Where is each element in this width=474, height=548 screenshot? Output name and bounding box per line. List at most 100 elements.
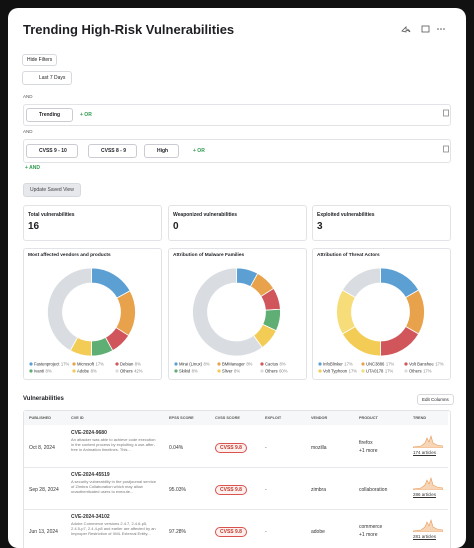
filter-chip[interactable]: Trending	[26, 108, 74, 122]
vendor: mozilla	[311, 445, 327, 451]
published: Oct 8, 2024	[29, 445, 55, 451]
legend-swatch	[318, 369, 322, 373]
cve-description: Adobe Commerce versions 2.4.7, 2.4.6-p5,…	[71, 521, 156, 537]
donut-segment	[341, 267, 381, 299]
exploit: -	[265, 529, 267, 535]
legend-value: 42%	[134, 369, 143, 374]
stat-label: Exploited vulnerabilities	[317, 212, 375, 218]
legend-swatch	[115, 369, 119, 373]
legend-swatch	[404, 362, 408, 366]
legend-value: 8%	[234, 369, 240, 374]
cve-id: CVE-2024-45519	[71, 472, 110, 478]
column-header: CVE ID	[71, 416, 84, 420]
legend-label: Volt Typhoon	[323, 369, 348, 374]
legend-value: 8%	[192, 369, 198, 374]
legend-label: Adobe	[77, 369, 90, 374]
exploit: -	[265, 487, 267, 493]
sparkline-area	[413, 434, 443, 448]
vendor: zimbra	[311, 487, 327, 493]
epss-score: 95.03%	[169, 487, 186, 493]
cvss-score: CVSS 9.8	[215, 485, 247, 495]
legend-value: 17%	[96, 362, 105, 367]
stat-card	[23, 205, 162, 241]
vendor: adobe	[311, 529, 325, 535]
legend-label: Fastenproject	[34, 362, 60, 367]
update-view-button[interactable]: Update Saved View	[23, 183, 81, 197]
exploit: -	[265, 445, 267, 451]
column-header: EXPLOIT	[265, 416, 282, 420]
header-icons	[401, 25, 445, 33]
legend-label: BMManager	[222, 362, 245, 367]
donut-segment	[115, 290, 136, 337]
add-or[interactable]: + OR	[193, 148, 205, 154]
legend-label: Cactus	[265, 362, 278, 367]
legend-value: 8%	[46, 369, 52, 374]
legend-label: UNC3886	[366, 362, 385, 367]
chart-title: Attribution of Threat Actors	[317, 253, 380, 258]
legend-value: 17%	[423, 369, 432, 374]
row-divider	[24, 467, 448, 468]
legend-value: 17%	[386, 362, 395, 367]
filter-chip[interactable]: CVSS 9 - 10	[26, 144, 78, 158]
published: Sep 28, 2024	[29, 487, 59, 493]
trend-sparkline	[413, 518, 443, 532]
legend-swatch	[260, 369, 264, 373]
legend-swatch	[115, 362, 119, 366]
legend-value: 17%	[385, 369, 394, 374]
row-divider	[24, 509, 448, 510]
trash-icons[interactable]	[442, 108, 450, 158]
stat-label: Total vulnerabilities	[28, 212, 75, 218]
legend-label: Others	[265, 369, 278, 374]
cvss-score: CVSS 9.8	[215, 527, 247, 537]
legend-value: 8%	[246, 362, 252, 367]
filter-chip[interactable]: High	[144, 144, 180, 158]
product-more: +1 more	[359, 532, 378, 538]
sparkline-area	[413, 518, 443, 532]
cve-id: CVE-2024-9680	[71, 430, 107, 436]
product-more: +1 more	[359, 448, 378, 454]
epss-score: 97.28%	[169, 529, 186, 535]
legend-swatch	[174, 362, 178, 366]
add-and[interactable]: + AND	[25, 165, 40, 171]
and-label: AND	[23, 129, 33, 134]
legend-value: 17%	[344, 362, 353, 367]
product: commerce	[359, 524, 383, 530]
legend-label: Volt Banshee	[409, 362, 434, 367]
legend-label: Microsoft	[77, 362, 95, 367]
legend-value: 8%	[91, 369, 97, 374]
legend-swatch	[361, 369, 365, 373]
legend-label: Others	[120, 369, 133, 374]
legend-label: Sliver	[222, 369, 233, 374]
date-range-dropdown[interactable]: Last 7 Days	[22, 71, 73, 85]
column-header: VENDOR	[311, 416, 328, 420]
legend-swatch	[174, 369, 178, 373]
filter-chip[interactable]: CVSS 8 - 9	[88, 144, 138, 158]
published: Jun 13, 2024	[29, 529, 58, 535]
filter-row	[23, 104, 451, 126]
and-label: AND	[23, 94, 33, 99]
column-header: PRODUCT	[359, 416, 378, 420]
column-header: EPSS SCORE	[169, 416, 194, 420]
table	[23, 410, 451, 548]
add-or[interactable]: + OR	[80, 112, 92, 118]
hide-filters-button[interactable]: Hide Filters	[22, 54, 58, 66]
stat-value: 3	[317, 221, 323, 232]
legend-label: InfoBlinker	[323, 362, 343, 367]
column-header: PUBLISHED	[29, 416, 51, 420]
donut-segment	[192, 267, 263, 357]
legend-swatch	[29, 362, 33, 366]
legend-value: 17%	[61, 362, 70, 367]
articles-link[interactable]: 174 articles	[413, 450, 437, 455]
cve-id: CVE-2024-34102	[71, 514, 110, 520]
edit-columns-button[interactable]: Edit Columns	[417, 394, 454, 405]
donut-chart: Mirai (Linux) 8% BMManager 8% Cactus 8%Skikid…	[174, 267, 288, 374]
donut-segment	[380, 325, 420, 357]
stat-value: 0	[173, 221, 179, 232]
articles-link[interactable]: 281 articles	[413, 534, 437, 539]
legend-swatch	[217, 362, 221, 366]
stat-label: Weaponized vulnerabilities	[173, 212, 238, 218]
legend-value: 60%	[279, 369, 288, 374]
articles-link[interactable]: 286 articles	[413, 492, 437, 497]
legend-swatch	[260, 362, 264, 366]
filter-row	[23, 139, 451, 163]
